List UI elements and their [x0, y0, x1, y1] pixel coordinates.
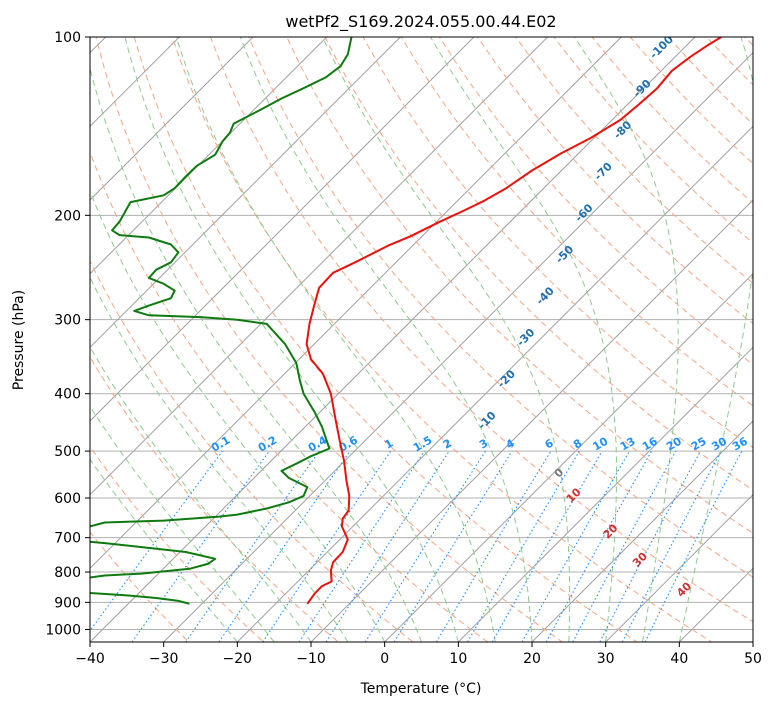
chart-title: wetPf2_S169.2024.055.00.44.E02: [285, 12, 556, 32]
y-tick-label: 900: [54, 595, 81, 611]
x-tick-label: −30: [149, 651, 179, 667]
x-tick-label: 10: [449, 651, 467, 667]
x-tick-label: 0: [380, 651, 389, 667]
y-tick-label: 500: [54, 444, 81, 460]
y-tick-label: 200: [54, 208, 81, 224]
x-tick-label: 30: [597, 651, 615, 667]
y-tick-label: 800: [54, 565, 81, 581]
y-tick-label: 400: [54, 387, 81, 403]
x-tick-label: −40: [75, 651, 105, 667]
x-tick-label: 20: [523, 651, 541, 667]
y-tick-label: 700: [54, 531, 81, 547]
y-tick-label: 300: [54, 313, 81, 329]
x-tick-label: 50: [744, 651, 762, 667]
x-axis-title: Temperature (°C): [360, 681, 482, 697]
x-tick-label: −20: [223, 651, 253, 667]
x-tick-label: 40: [670, 651, 688, 667]
y-axis-title: Pressure (hPa): [11, 290, 27, 390]
y-tick-label: 600: [54, 491, 81, 507]
x-tick-label: −10: [296, 651, 326, 667]
y-tick-label: 100: [54, 30, 81, 46]
y-tick-label: 1000: [45, 622, 81, 638]
